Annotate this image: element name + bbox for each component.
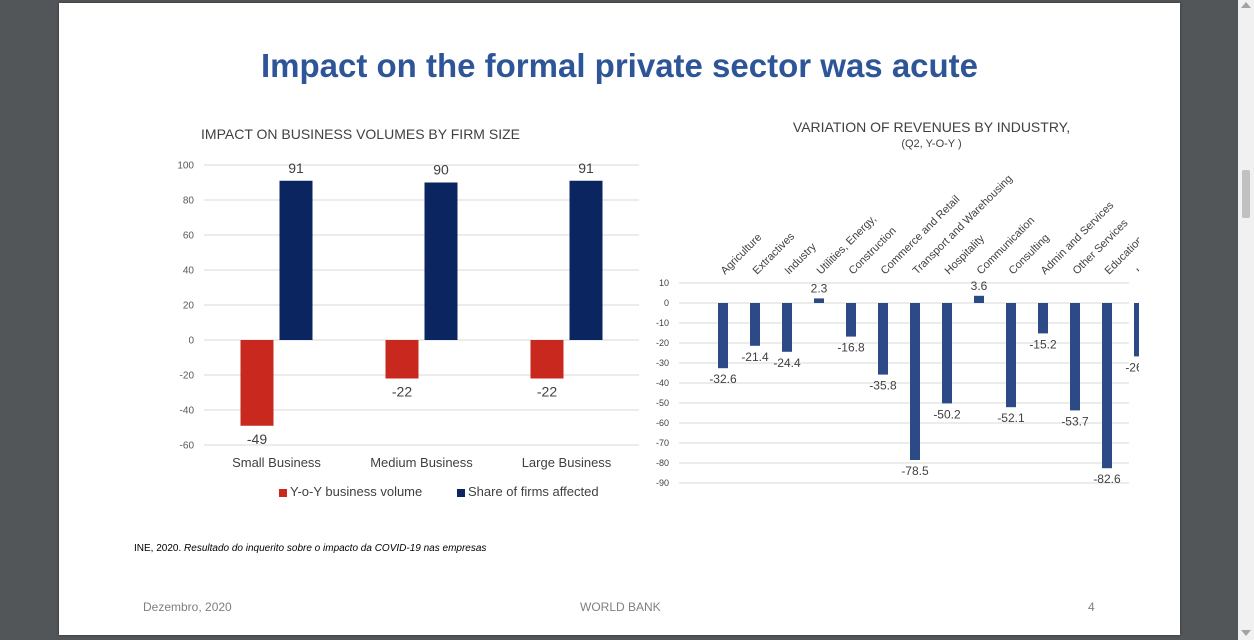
chart2-data-label: -16.8 (837, 341, 865, 355)
chart2-data-label: -78.5 (901, 464, 929, 478)
chart1-ytick-label: 60 (183, 231, 195, 242)
chart2-ytick-label: -50 (656, 398, 669, 408)
chart1-ytick-label: 100 (177, 161, 194, 172)
chart2-bar (1134, 303, 1139, 357)
chart1-ytick-label: 40 (183, 266, 195, 277)
chart2-title: VARIATION OF REVENUES BY INDUSTRY, (792, 119, 1071, 135)
chart1-ytick-label: -40 (180, 406, 195, 417)
chart1-data-label: 91 (578, 160, 594, 176)
chart2-data-label: -24.4 (773, 356, 801, 370)
scrollbar-thumb[interactable] (1242, 170, 1250, 218)
chart2-bar (846, 303, 856, 337)
chart1-category-label: Large Business (522, 455, 612, 470)
chart2-data-label: -26.7 (1125, 360, 1139, 374)
chart1-ytick-label: 20 (183, 301, 195, 312)
scrollbar[interactable] (1238, 0, 1254, 640)
chart2-svg: 10 0 -10 -20 -30 -40 -50 -60 -70 -80 -90 -32.6 -21.… (656, 173, 1139, 488)
chart2-ytick-label: -80 (656, 458, 669, 468)
chart2-subtitle: (Q2, Y-O-Y ) (901, 138, 962, 150)
page-number: 4 (1088, 600, 1095, 614)
chart2-bar (1070, 303, 1080, 411)
chart2-bar (814, 298, 824, 303)
source-note: INE, 2020. Resultado do inquerito sobre … (134, 543, 486, 554)
scroll-up-icon[interactable] (1241, 2, 1251, 8)
chart2-data-label: -82.6 (1093, 472, 1121, 486)
chart2-bar (1102, 303, 1112, 469)
chart2-category-label: Other Services (1071, 217, 1131, 277)
chart2-bar (1038, 303, 1048, 334)
chart2-data-label: -21.4 (741, 350, 769, 364)
chart1-title: IMPACT ON BUSINESS VOLUMES BY FIRM SIZE (201, 126, 520, 142)
chart2-bar (974, 295, 984, 303)
chart1-data-label: 91 (288, 160, 304, 176)
slide-title: Impact on the formal private sector was … (260, 47, 979, 84)
chart2-bar (718, 303, 728, 369)
chart1-bar (385, 340, 419, 379)
chart2-category-label: Communication (975, 215, 1038, 278)
footer-date: Dezembro, 2020 (143, 600, 232, 614)
scroll-down-icon[interactable] (1241, 630, 1251, 636)
chart2-ytick-label: -60 (656, 418, 669, 428)
chart1-bar (569, 180, 603, 340)
source-italic: Resultado do inquerito sobre o impacto d… (184, 543, 487, 554)
chart2-ytick-label: -70 (656, 438, 669, 448)
chart1-bar (279, 180, 313, 340)
chart1-category-label: Medium Business (370, 455, 473, 470)
chart2-bar (910, 303, 920, 460)
chart2-data-label: -52.1 (997, 411, 1025, 425)
chart2-ytick-label: -40 (656, 378, 669, 388)
chart1-legend-label: Y-o-Y business volume (290, 484, 422, 499)
chart2-ytick-label: -30 (656, 358, 669, 368)
chart1-bar (424, 182, 458, 340)
chart2-data-label: 2.3 (811, 281, 828, 295)
chart1-legend-swatch (457, 489, 465, 497)
chart1-bar (530, 340, 564, 379)
chart1-ytick-label: 0 (188, 336, 194, 347)
chart2-bar (1006, 303, 1016, 408)
chart2-data-label: -50.2 (933, 407, 961, 421)
chart2-bar (942, 303, 952, 404)
chart2-ytick-label: 10 (659, 278, 669, 288)
chart2-data-label: -15.2 (1029, 337, 1057, 351)
chart2-bar (782, 303, 792, 352)
chart2-bar (750, 303, 760, 346)
chart1-ytick-label: 80 (183, 196, 195, 207)
chart1-ytick-label: -60 (180, 441, 195, 452)
chart1-data-label: -49 (247, 431, 267, 447)
chart2-data-label: -53.7 (1061, 414, 1089, 428)
chart2-data-label: 3.6 (971, 279, 988, 293)
chart1-legend-label: Share of firms affected (468, 484, 599, 499)
source-prefix: INE, 2020. (134, 543, 185, 554)
chart2-ytick-label: -20 (656, 338, 669, 348)
chart2-data-label: -32.6 (709, 372, 737, 386)
chart1-ytick-label: -20 (180, 371, 195, 382)
chart2-data-label: -35.8 (869, 379, 897, 393)
chart1-data-label: 90 (433, 162, 449, 178)
chart2-bar (878, 303, 888, 375)
chart1-data-label: -22 (537, 384, 557, 400)
chart2-ytick-label: -10 (656, 318, 669, 328)
chart2-ytick-label: -90 (656, 478, 669, 488)
footer-org: WORLD BANK (580, 600, 661, 614)
chart1-bar (240, 340, 274, 426)
chart1-svg: 100 80 60 40 20 0 -20 -40 -60 -49 91 -22 90 -22 91 Sm… (177, 160, 639, 499)
chart2-ytick-label: 0 (664, 298, 669, 308)
chart1-legend-swatch (279, 489, 287, 497)
slide: Impact on the formal private sector was … (59, 3, 1180, 635)
chart1-data-label: -22 (392, 384, 412, 400)
chart1-category-label: Small Business (232, 455, 321, 470)
